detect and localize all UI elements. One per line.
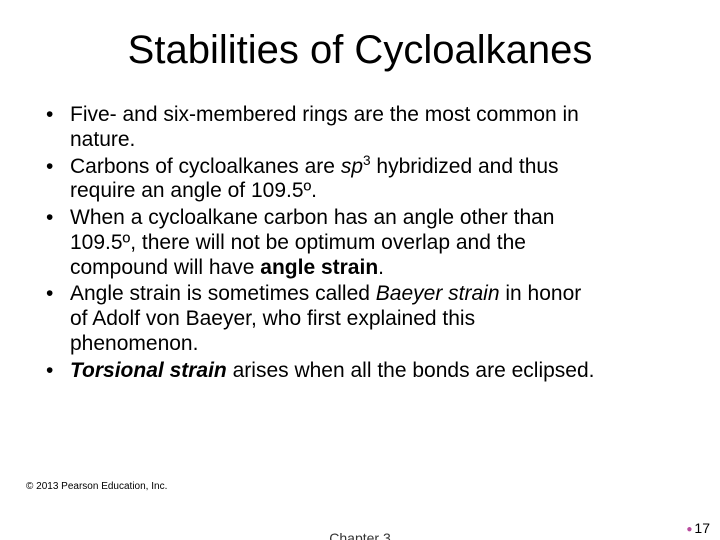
text: require an angle of 109.5º. — [70, 179, 317, 202]
text: compound will have — [70, 256, 260, 279]
bullet-4: Angle strain is sometimes called Baeyer … — [38, 282, 682, 356]
bullet-1: Five- and six-membered rings are the mos… — [38, 103, 682, 153]
text: nature. — [70, 128, 135, 151]
text: Five- and six-membered rings are the mos… — [70, 103, 579, 126]
text-italic: Baeyer strain — [376, 282, 500, 305]
text: phenomenon. — [70, 332, 198, 355]
chapter-label: Chapter 3 — [329, 530, 390, 540]
bullet-icon: ● — [686, 524, 692, 535]
text: When a cycloalkane carbon has an angle o… — [70, 206, 555, 229]
bullet-3: When a cycloalkane carbon has an angle o… — [38, 206, 682, 280]
copyright-text: © 2013 Pearson Education, Inc. — [26, 481, 167, 492]
text: 109.5º, there will not be optimum overla… — [70, 231, 526, 254]
slide-body: Five- and six-membered rings are the mos… — [0, 73, 720, 383]
text-italic: sp — [341, 155, 363, 178]
page-number: ●17 — [686, 520, 710, 536]
bullet-5: Torsional strain arises when all the bon… — [38, 359, 682, 384]
text: Angle strain is sometimes called — [70, 282, 376, 305]
text-bold-italic: Torsional strain — [70, 359, 227, 382]
text: of Adolf von Baeyer, who first explained… — [70, 307, 475, 330]
superscript: 3 — [363, 153, 371, 168]
text: in honor — [500, 282, 582, 305]
bullet-list: Five- and six-membered rings are the mos… — [38, 103, 682, 383]
text: . — [378, 256, 384, 279]
text: Carbons of cycloalkanes are — [70, 155, 341, 178]
page-number-value: 17 — [694, 520, 710, 536]
slide: Stabilities of Cycloalkanes Five- and si… — [0, 0, 720, 540]
text: hybridized and thus — [371, 155, 559, 178]
text-bold: angle strain — [260, 256, 378, 279]
slide-title: Stabilities of Cycloalkanes — [0, 0, 720, 73]
bullet-2: Carbons of cycloalkanes are sp3 hybridiz… — [38, 155, 682, 205]
text: arises when all the bonds are eclipsed. — [227, 359, 595, 382]
